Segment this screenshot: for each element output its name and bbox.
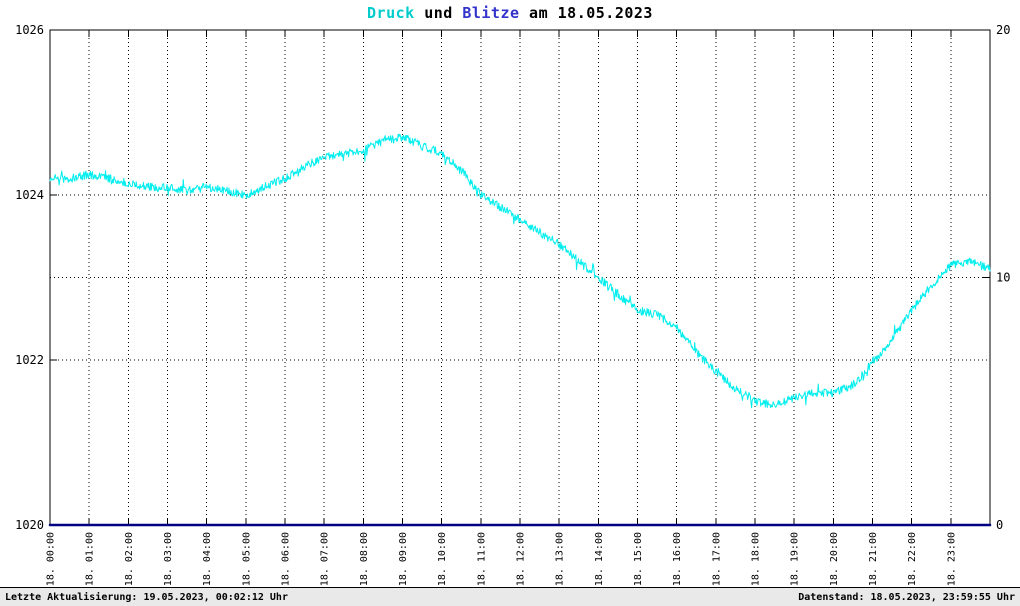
x-tick-label: 18. 17:00 <box>711 532 722 586</box>
data-state-text: Datenstand: 18.05.2023, 23:59:55 Uhr <box>798 591 1015 603</box>
x-tick-label: 18. 21:00 <box>868 532 879 586</box>
y-right-tick-label: 0 <box>996 518 1003 532</box>
x-tick-label: 18. 06:00 <box>281 532 292 586</box>
gridlines <box>50 30 990 525</box>
y-right-tick-label: 20 <box>996 23 1010 37</box>
x-tick-label: 18. 15:00 <box>633 532 644 586</box>
x-tick-label: 18. 19:00 <box>790 532 801 586</box>
x-tick-label: 18. 07:00 <box>320 532 331 586</box>
title-part-date: am 18.05.2023 <box>519 4 653 22</box>
x-tick-label: 18. 18:00 <box>751 532 762 586</box>
x-tick-label: 18. 02:00 <box>124 532 135 586</box>
x-tick-label: 18. 01:00 <box>85 532 96 586</box>
x-tick-label: 18. 03:00 <box>163 532 174 586</box>
status-bar: Letzte Aktualisierung: 19.05.2023, 00:02… <box>0 587 1020 606</box>
title-part-und: und <box>414 4 463 22</box>
x-tick-label: 18. 22:00 <box>907 532 918 586</box>
x-tick-label: 18. 09:00 <box>398 532 409 586</box>
x-tick-label: 18. 13:00 <box>555 532 566 586</box>
x-tick-label: 18. 11:00 <box>476 532 487 586</box>
x-tick-label: 18. 20:00 <box>829 532 840 586</box>
y-right-tick-label: 10 <box>996 271 1010 285</box>
x-tick-label: 18. 23:00 <box>946 532 957 586</box>
x-tick-label: 18. 08:00 <box>359 532 370 586</box>
pressure-lightning-chart: 18. 00:00 18. 01:00 18. 02:00 18. 03:00 18. … <box>15 23 1010 586</box>
axis-labels: 18. 00:00 18. 01:00 18. 02:00 18. 03:00 18. … <box>15 23 1010 586</box>
x-tick-label: 18. 12:00 <box>516 532 527 586</box>
y-left-tick-label: 1020 <box>15 518 44 532</box>
x-tick-label: 18. 05:00 <box>241 532 252 586</box>
x-tick-label: 18. 04:00 <box>202 532 213 586</box>
x-tick-label: 18. 14:00 <box>594 532 605 586</box>
y-left-tick-label: 1026 <box>15 23 44 37</box>
x-tick-label: 18. 00:00 <box>46 532 57 586</box>
x-tick-label: 18. 16:00 <box>672 532 683 586</box>
title-part-druck: Druck <box>367 4 415 22</box>
title-part-blitze: Blitze <box>462 4 520 22</box>
y-left-tick-label: 1022 <box>15 353 44 367</box>
druck-series-line <box>49 133 991 409</box>
x-tick-label: 18. 10:00 <box>437 532 448 586</box>
chart-title: Druck und Blitze am 18.05.2023 <box>0 4 1020 22</box>
y-left-tick-label: 1024 <box>15 188 44 202</box>
last-update-text: Letzte Aktualisierung: 19.05.2023, 00:02… <box>5 591 288 603</box>
